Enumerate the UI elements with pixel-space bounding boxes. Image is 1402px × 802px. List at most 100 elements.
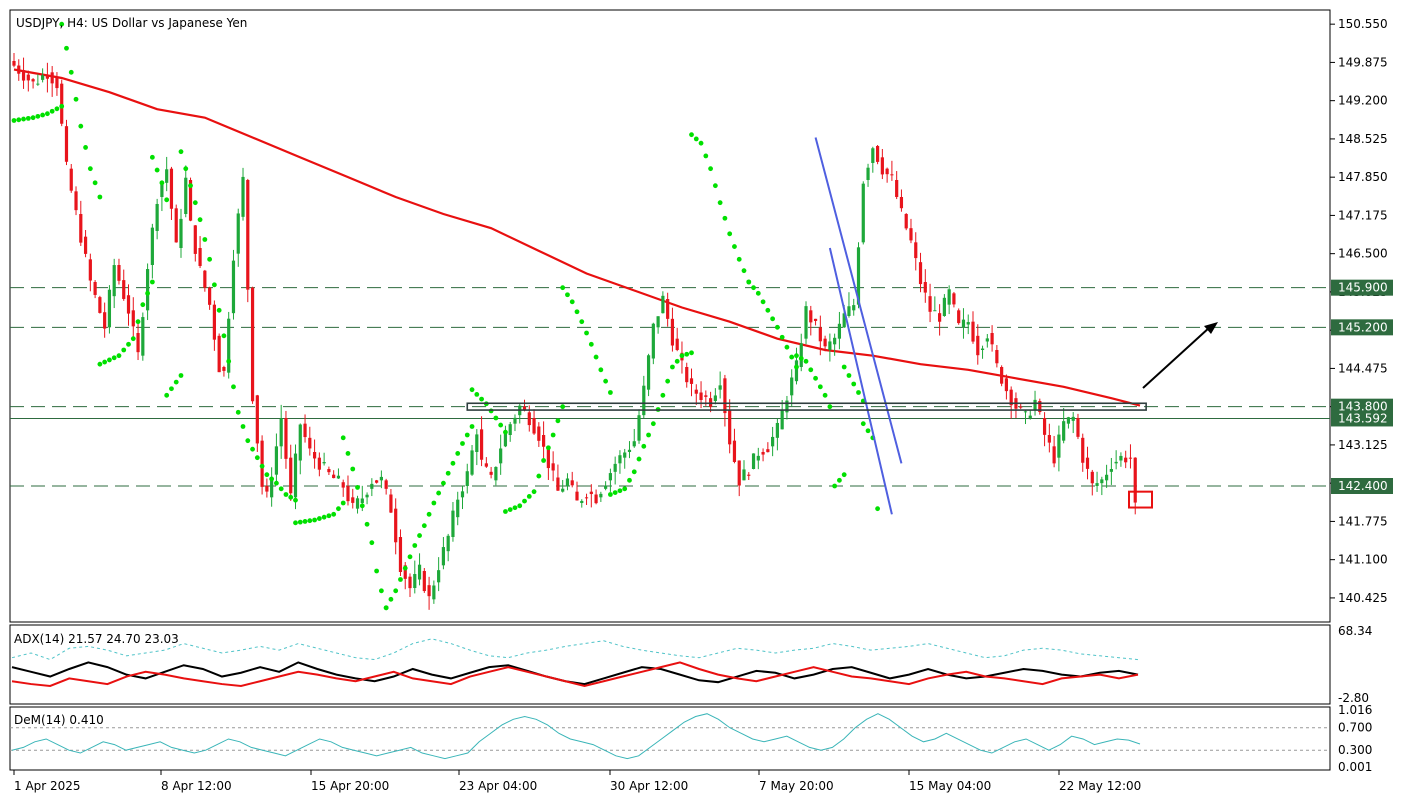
candle-body bbox=[522, 406, 527, 411]
candle-body bbox=[298, 424, 302, 461]
dem-line bbox=[11, 713, 1141, 760]
sar-dot bbox=[16, 117, 22, 123]
candle-body bbox=[413, 574, 417, 588]
sar-dot bbox=[192, 200, 198, 206]
candle-body bbox=[804, 306, 808, 339]
sar-dot bbox=[35, 113, 41, 119]
candle-body bbox=[26, 74, 30, 81]
candle-body bbox=[537, 426, 541, 441]
sar-dot bbox=[164, 197, 170, 203]
sar-dot bbox=[741, 268, 747, 274]
sar-dot bbox=[68, 69, 74, 75]
sar-dot bbox=[140, 302, 146, 308]
candle-body bbox=[1119, 455, 1123, 461]
candle-body bbox=[1057, 434, 1061, 458]
candle-body bbox=[961, 319, 966, 328]
sar-dot bbox=[83, 145, 88, 150]
y-tick-label: 147.175 bbox=[1338, 208, 1388, 222]
sar-dot bbox=[130, 336, 136, 342]
candle-body bbox=[546, 449, 550, 469]
moving-average-line bbox=[13, 68, 1141, 407]
sar-dot bbox=[207, 256, 213, 262]
candle-body bbox=[656, 316, 660, 328]
sar-dot bbox=[550, 432, 556, 438]
sar-dot bbox=[64, 45, 69, 51]
candle-body bbox=[155, 203, 159, 231]
candle-body bbox=[375, 480, 379, 483]
candle-body bbox=[198, 248, 202, 266]
sar-dot bbox=[54, 106, 60, 112]
candle-body bbox=[126, 295, 131, 314]
sar-dot bbox=[293, 520, 298, 526]
candle-body bbox=[565, 478, 570, 486]
sar-dot bbox=[712, 183, 718, 189]
sar-dot bbox=[503, 429, 508, 435]
candle-body bbox=[666, 299, 670, 319]
sar-dot bbox=[660, 392, 666, 398]
candle-body bbox=[594, 494, 598, 504]
sar-dot bbox=[250, 446, 255, 452]
candle-body bbox=[98, 297, 102, 313]
sar-dot bbox=[555, 418, 561, 424]
candle-body bbox=[293, 453, 298, 498]
candle-body bbox=[890, 174, 894, 176]
candle-body bbox=[203, 270, 207, 288]
sar-dot bbox=[698, 140, 704, 146]
sar-dot bbox=[59, 21, 65, 27]
sar-dot bbox=[593, 354, 599, 360]
candle-body bbox=[475, 434, 479, 452]
sar-dot bbox=[126, 341, 131, 347]
sar-dot bbox=[860, 421, 866, 427]
sar-dot bbox=[350, 466, 356, 472]
adx-series-plus_di bbox=[11, 638, 1139, 661]
candle-body bbox=[1100, 479, 1104, 484]
candle-body bbox=[589, 491, 593, 495]
y-tick-label: 140.425 bbox=[1338, 591, 1388, 605]
candle-body bbox=[828, 341, 832, 350]
price-level-label: 145.900 bbox=[1338, 281, 1388, 295]
sar-dot bbox=[846, 373, 852, 378]
sar-dot bbox=[21, 116, 26, 122]
sar-dot bbox=[789, 354, 795, 360]
candle-body bbox=[465, 471, 469, 486]
channel-lower-line bbox=[828, 247, 893, 515]
y-tick-label: 148.525 bbox=[1338, 132, 1388, 146]
sar-dot bbox=[531, 489, 537, 495]
candle-body bbox=[188, 180, 193, 221]
candle-body bbox=[766, 449, 770, 453]
adx-indicator-label: ADX(14) 21.57 24.70 23.03 bbox=[14, 632, 179, 646]
candle-body bbox=[1085, 457, 1090, 469]
candle-body bbox=[93, 282, 97, 295]
candle-body bbox=[556, 477, 560, 491]
y-tick-label: 141.100 bbox=[1338, 553, 1388, 567]
sar-dot bbox=[693, 136, 699, 142]
sar-dot bbox=[684, 351, 690, 357]
candle-body bbox=[150, 227, 154, 265]
candle-body bbox=[866, 167, 870, 180]
candle-body bbox=[732, 440, 737, 462]
candle-body bbox=[823, 338, 827, 347]
candle-body bbox=[751, 453, 756, 469]
sar-dot bbox=[636, 456, 642, 462]
sar-dot bbox=[87, 166, 93, 172]
candle-body bbox=[489, 471, 493, 475]
candle-body bbox=[837, 323, 842, 339]
sar-dot bbox=[188, 183, 193, 189]
sar-dot bbox=[59, 103, 65, 109]
candle-body bbox=[742, 469, 746, 481]
sar-dot bbox=[340, 435, 346, 441]
candle-body bbox=[289, 457, 293, 494]
candle-body bbox=[446, 535, 450, 552]
candle-body bbox=[1000, 367, 1004, 384]
sar-dot bbox=[665, 378, 671, 384]
candle-body bbox=[1090, 471, 1094, 484]
sar-dot bbox=[488, 408, 494, 414]
sar-dot bbox=[426, 511, 432, 517]
candle-body bbox=[417, 564, 422, 580]
candle-body bbox=[193, 225, 197, 254]
sar-dot bbox=[813, 375, 818, 381]
sar-dot bbox=[135, 319, 141, 325]
candle-body bbox=[398, 537, 403, 573]
